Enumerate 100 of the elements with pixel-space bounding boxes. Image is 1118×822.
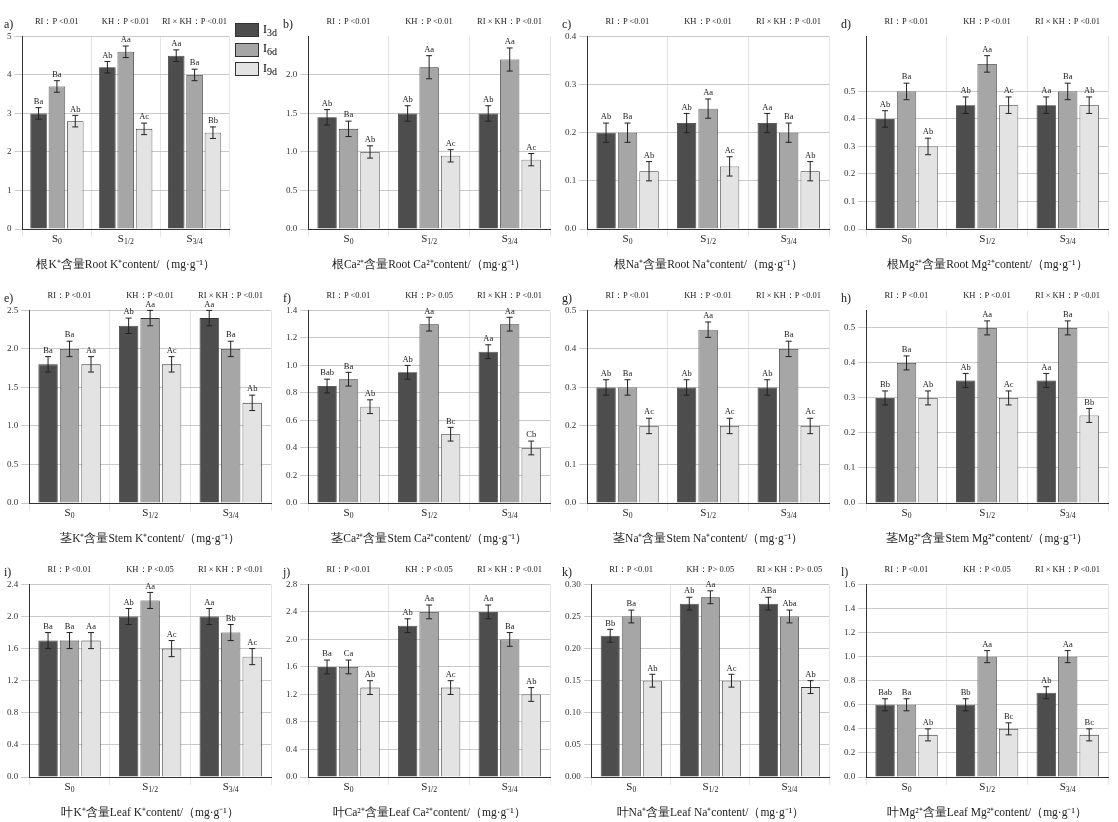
y-tick-label: 0.15 [565,675,582,686]
data-label: Ab [960,85,971,96]
x-axis-title: 茎Ca²⁺含量Stem Ca²⁺content/（mg·g⁻¹） [331,532,527,546]
data-label: Ab [681,367,692,378]
data-label: Ab [960,361,971,372]
data-label: Ab [922,379,934,390]
text: KH：P <0.01 [405,16,453,27]
y-tick-label: 2.0 [7,610,19,621]
y-tick-label: 0.3 [844,140,856,151]
legend-label: I$_{3d}$ [263,22,277,39]
y-tick-label: 0.8 [844,675,856,686]
data-label: Ab [805,149,816,160]
y-tick-label: 0.5 [7,458,19,469]
y-tick-label: 0.0 [286,771,298,782]
y-tick-label: 0.4 [286,743,298,754]
y-tick-label: 2.4 [286,606,298,617]
data-label: Ca [343,648,354,659]
y-tick-label: 0.0 [286,223,298,234]
data-label: Aa [483,593,494,604]
chart-title: b) [283,17,293,32]
data-label: Ba [1062,71,1073,82]
y-tick-label: 0.0 [844,223,856,234]
data-label: Aa [86,344,97,355]
y-tick-label: 0.3 [844,392,856,403]
data-label: Aa [982,638,993,649]
y-tick-label: 1.2 [7,675,19,686]
data-label: Ba [343,109,354,120]
y-tick-label: 0.5 [844,322,856,333]
y-tick-label: 1.6 [844,578,856,589]
text: RI × KH：P <0.01 [198,564,264,575]
chart-title: c) [562,17,572,32]
data-label: Ba [33,95,44,106]
text: RI：P <0.01 [326,16,371,27]
data-label: Ac [1003,85,1014,96]
data-label: Ab [600,367,612,378]
data-label: Aa [171,38,182,49]
text: RI：P <0.01 [884,16,929,27]
y-tick-label: 0.2 [286,469,298,480]
y-tick-label: 0.05 [565,739,582,750]
y-tick-label: 0.4 [844,357,856,368]
y-tick-label: 2.0 [286,69,298,80]
data-label: Aa [703,87,714,98]
y-tick-label: 0.00 [565,771,582,782]
data-label: Ab [922,126,934,137]
data-label: Ac [726,662,737,673]
y-tick-label: 0.2 [844,427,856,438]
data-label: Bc [1003,711,1014,722]
data-label: Ac [644,406,655,417]
y-tick-label: 1.0 [286,359,298,370]
data-label: Aa [504,36,515,47]
data-label: Aa [1041,361,1052,372]
x-axis-title: 茎Mg²⁺含量Stem Mg²⁺content/（mg·g⁻¹） [886,532,1089,546]
text: RI × KH：P <0.01 [756,290,822,301]
y-tick-label: 2.0 [7,343,19,354]
y-tick-label: 0.8 [286,716,298,727]
text: KH：P <0.01 [963,290,1011,301]
y-tick-label: 0.3 [565,381,577,392]
data-label: Bb [207,115,218,126]
y-tick-label: 1.0 [286,146,298,157]
data-label: Aa [504,305,515,316]
data-label: Ba [783,329,794,340]
data-label: Ab [70,103,81,114]
text: RI：P <0.01 [884,564,929,575]
y-tick-label: 0.0 [844,771,856,782]
y-tick-label: 0.3 [565,78,577,89]
text: RI：P <0.01 [609,564,653,575]
y-tick-label: 1 [7,184,12,195]
data-label: Bc [1084,717,1095,728]
y-tick-label: 0.30 [565,578,582,589]
y-tick-label: 1.0 [7,420,19,431]
y-tick-label: 0.5 [565,304,577,315]
data-label: Aa [204,596,215,607]
data-label: Ba [225,329,236,340]
data-label: Bc [445,415,456,426]
text: RI × KH：P <0.01 [1035,290,1101,301]
data-label: Ac [724,406,735,417]
data-label: Ba [43,620,53,631]
text: RI × KH：P <0.01 [477,16,543,27]
data-label: Aa [705,579,716,590]
y-tick-label: 0.2 [565,127,577,138]
text: RI：P <0.01 [884,290,929,301]
x-axis-title: 茎Na⁺含量Stem Na⁺content/（mg·g⁻¹） [613,532,804,546]
y-tick-label: 1.2 [844,626,856,637]
y-tick-label: 0.25 [565,610,582,621]
text: RI：P <0.01 [605,16,650,27]
legend-label: I$_{6d}$ [263,41,277,58]
data-label: Bab [878,686,892,697]
y-tick-label: 0.1 [565,458,577,469]
data-label: Ab [762,367,773,378]
data-label: Ba [901,71,912,82]
y-tick-label: 5 [7,30,12,41]
data-label: ABa [760,585,777,596]
data-label: Aa [703,310,714,321]
data-label: Ac [724,145,735,156]
data-label: Ab [526,675,537,686]
data-label: Ba [64,620,75,631]
data-label: Ba [504,620,515,631]
y-tick-label: 1.5 [286,107,298,118]
data-label: Aa [424,593,435,604]
text: KH：P <0.01 [101,16,150,27]
